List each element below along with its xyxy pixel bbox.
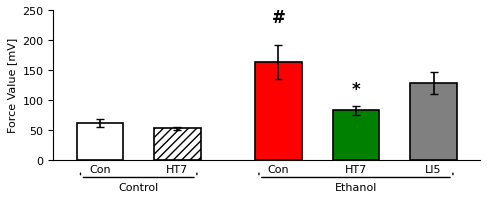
Text: #: # (271, 9, 285, 27)
Text: Control: Control (118, 182, 159, 192)
Y-axis label: Force Value [mV]: Force Value [mV] (7, 38, 17, 133)
Text: *: * (352, 81, 360, 99)
Text: Ethanol: Ethanol (335, 182, 377, 192)
Bar (76, 123, 123, 160)
Bar (333, 111, 379, 160)
Bar (410, 84, 457, 160)
Bar (255, 63, 301, 160)
Bar (154, 129, 201, 160)
